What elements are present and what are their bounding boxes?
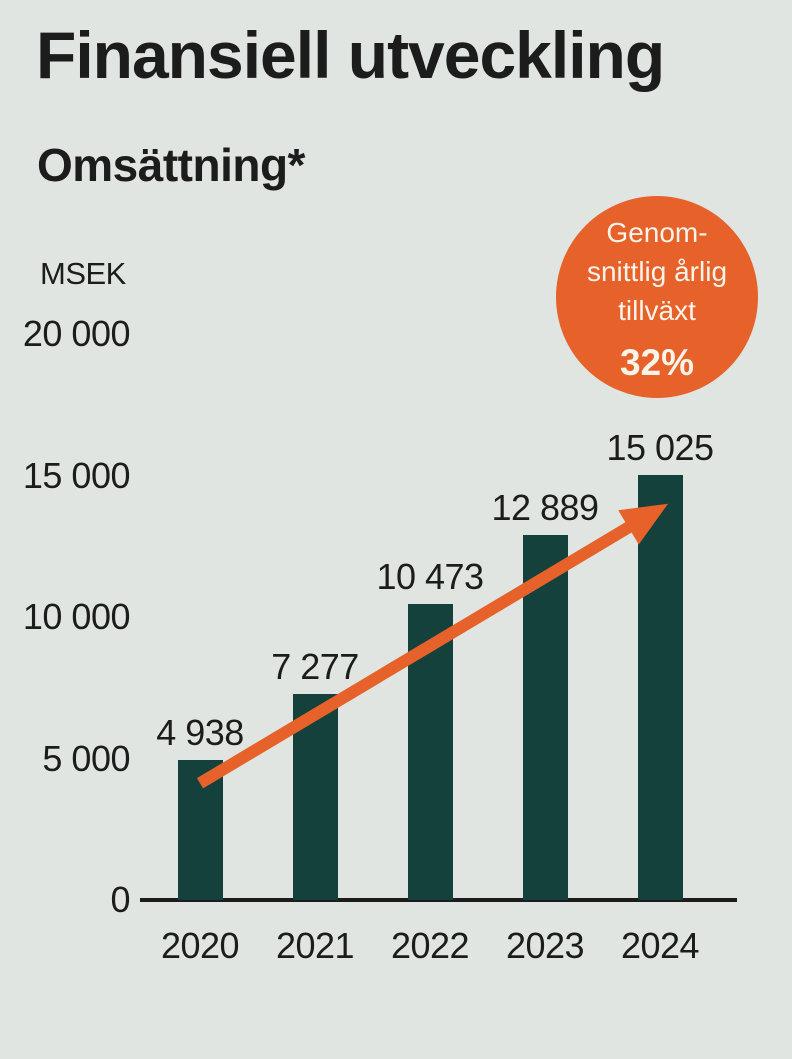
bar-2023 — [522, 535, 568, 900]
chart-title: Omsättning* — [37, 139, 305, 191]
x-axis-label-2020: 2020 — [160, 925, 240, 966]
growth-badge-text-line: snittlig årlig — [586, 255, 728, 287]
bar-2020 — [177, 760, 223, 900]
bar-2021 — [292, 694, 338, 900]
x-axis-line — [140, 898, 737, 902]
y-tick-label-5000: 5 000 — [42, 737, 130, 779]
bar-2022 — [407, 604, 453, 900]
x-axis-label-2021: 2021 — [275, 925, 355, 966]
bar-value-label-2022: 10 473 — [376, 556, 484, 597]
growth-badge-text-line: tillväxt — [618, 294, 696, 326]
x-axis-label-2024: 2024 — [620, 925, 700, 966]
y-tick-label-0: 0 — [110, 879, 130, 920]
x-axis-label-2023: 2023 — [505, 925, 585, 966]
y-tick-label-10000: 10 000 — [22, 596, 131, 637]
page-title: Finansiell utveckling — [36, 18, 665, 92]
y-axis-unit-label: MSEK — [40, 256, 126, 291]
growth-badge: Genom- snittlig årlig tillväxt 32% — [556, 196, 758, 398]
bar-value-label-2023: 12 889 — [491, 487, 599, 528]
x-axis-label-2022: 2022 — [390, 925, 470, 966]
y-tick-label-20000: 20 000 — [22, 313, 131, 354]
growth-badge-value: 32% — [619, 341, 695, 383]
y-tick-label-15000: 15 000 — [22, 454, 131, 496]
bar-value-label-2021: 7 277 — [271, 646, 359, 687]
bar-value-label-2024: 15 025 — [606, 427, 714, 468]
growth-badge-text-line: Genom- — [606, 216, 708, 248]
bar-2024 — [637, 475, 683, 900]
bar-value-label-2020: 4 938 — [156, 712, 244, 753]
